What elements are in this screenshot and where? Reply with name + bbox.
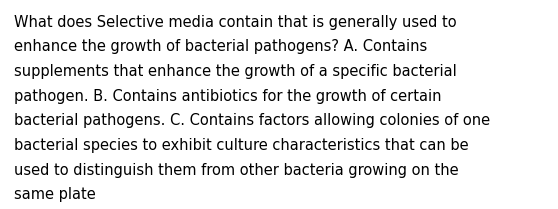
Text: supplements that enhance the growth of a specific bacterial: supplements that enhance the growth of a… — [14, 64, 456, 79]
Text: pathogen. B. Contains antibiotics for the growth of certain: pathogen. B. Contains antibiotics for th… — [14, 89, 441, 104]
Text: enhance the growth of bacterial pathogens? A. Contains: enhance the growth of bacterial pathogen… — [14, 39, 427, 54]
Text: What does Selective media contain that is generally used to: What does Selective media contain that i… — [14, 15, 456, 30]
Text: used to distinguish them from other bacteria growing on the: used to distinguish them from other bact… — [14, 163, 459, 178]
Text: bacterial pathogens. C. Contains factors allowing colonies of one: bacterial pathogens. C. Contains factors… — [14, 113, 490, 128]
Text: same plate: same plate — [14, 187, 96, 202]
Text: bacterial species to exhibit culture characteristics that can be: bacterial species to exhibit culture cha… — [14, 138, 469, 153]
